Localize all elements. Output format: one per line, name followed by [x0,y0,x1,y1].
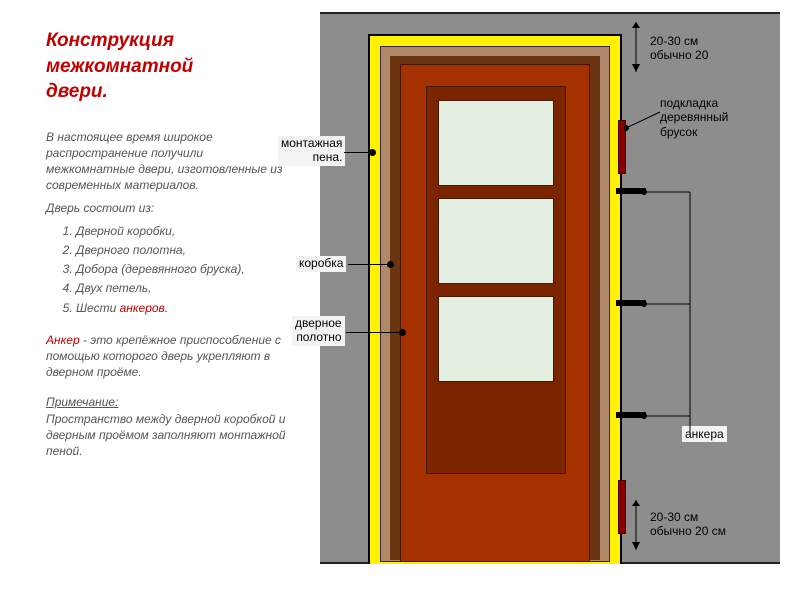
podklad-label: подкладка деревянный брусок [660,96,780,139]
intro-paragraph: В настоящее время широкое распространени… [46,129,290,194]
definition-term: Анкер [46,333,80,347]
hinge [618,480,626,534]
ceiling-line [320,12,780,14]
list-item: Дверного полотна, [76,241,290,260]
callout-line [348,264,392,265]
definition-text: - это крепёжное приспособление с помощью… [46,333,281,379]
list-item: Добора (деревянного бруска), [76,260,290,279]
text-column: Конструкция межкомнатной двери. В настоя… [0,0,300,600]
title: Конструкция межкомнатной двери. [46,28,290,105]
list-item: Шести анкеров. [76,299,290,318]
anchor-pointer [640,190,700,440]
door-diagram: монтажная пена. коробка дверное полотно … [300,0,800,600]
callout-leaf: дверное полотно [292,316,345,346]
note-label: Примечание: [46,395,118,409]
list-intro: Дверь состоит из: [46,200,290,216]
callout-frame: коробка [296,256,346,272]
title-line: межкомнатной [46,56,193,77]
title-line: Конструкция [46,30,174,51]
list-item: Двух петель, [76,279,290,298]
callout-line [346,332,404,333]
title-line: двери. [46,81,108,102]
components-list: Дверной коробки, Дверного полотна, Добор… [46,222,290,318]
diagram-column: монтажная пена. коробка дверное полотно … [300,0,800,600]
glass-pane [438,296,554,382]
note: Примечание: Пространство между дверной к… [46,394,290,459]
callout-line [344,152,374,153]
glass-pane [438,198,554,284]
callout-foam: монтажная пена. [278,136,345,166]
list-item: Дверной коробки, [76,222,290,241]
podklad-pointer [624,110,664,140]
slide: Конструкция межкомнатной двери. В настоя… [0,0,800,600]
glass-pane [438,100,554,186]
dim-bot-text: 20-30 см обычно 20 см [650,510,726,539]
dim-top-text: 20-30 см обычно 20 [650,34,708,63]
definition: Анкер - это крепёжное приспособление с п… [46,332,290,381]
note-text: Пространство между дверной коробкой и дв… [46,412,285,458]
